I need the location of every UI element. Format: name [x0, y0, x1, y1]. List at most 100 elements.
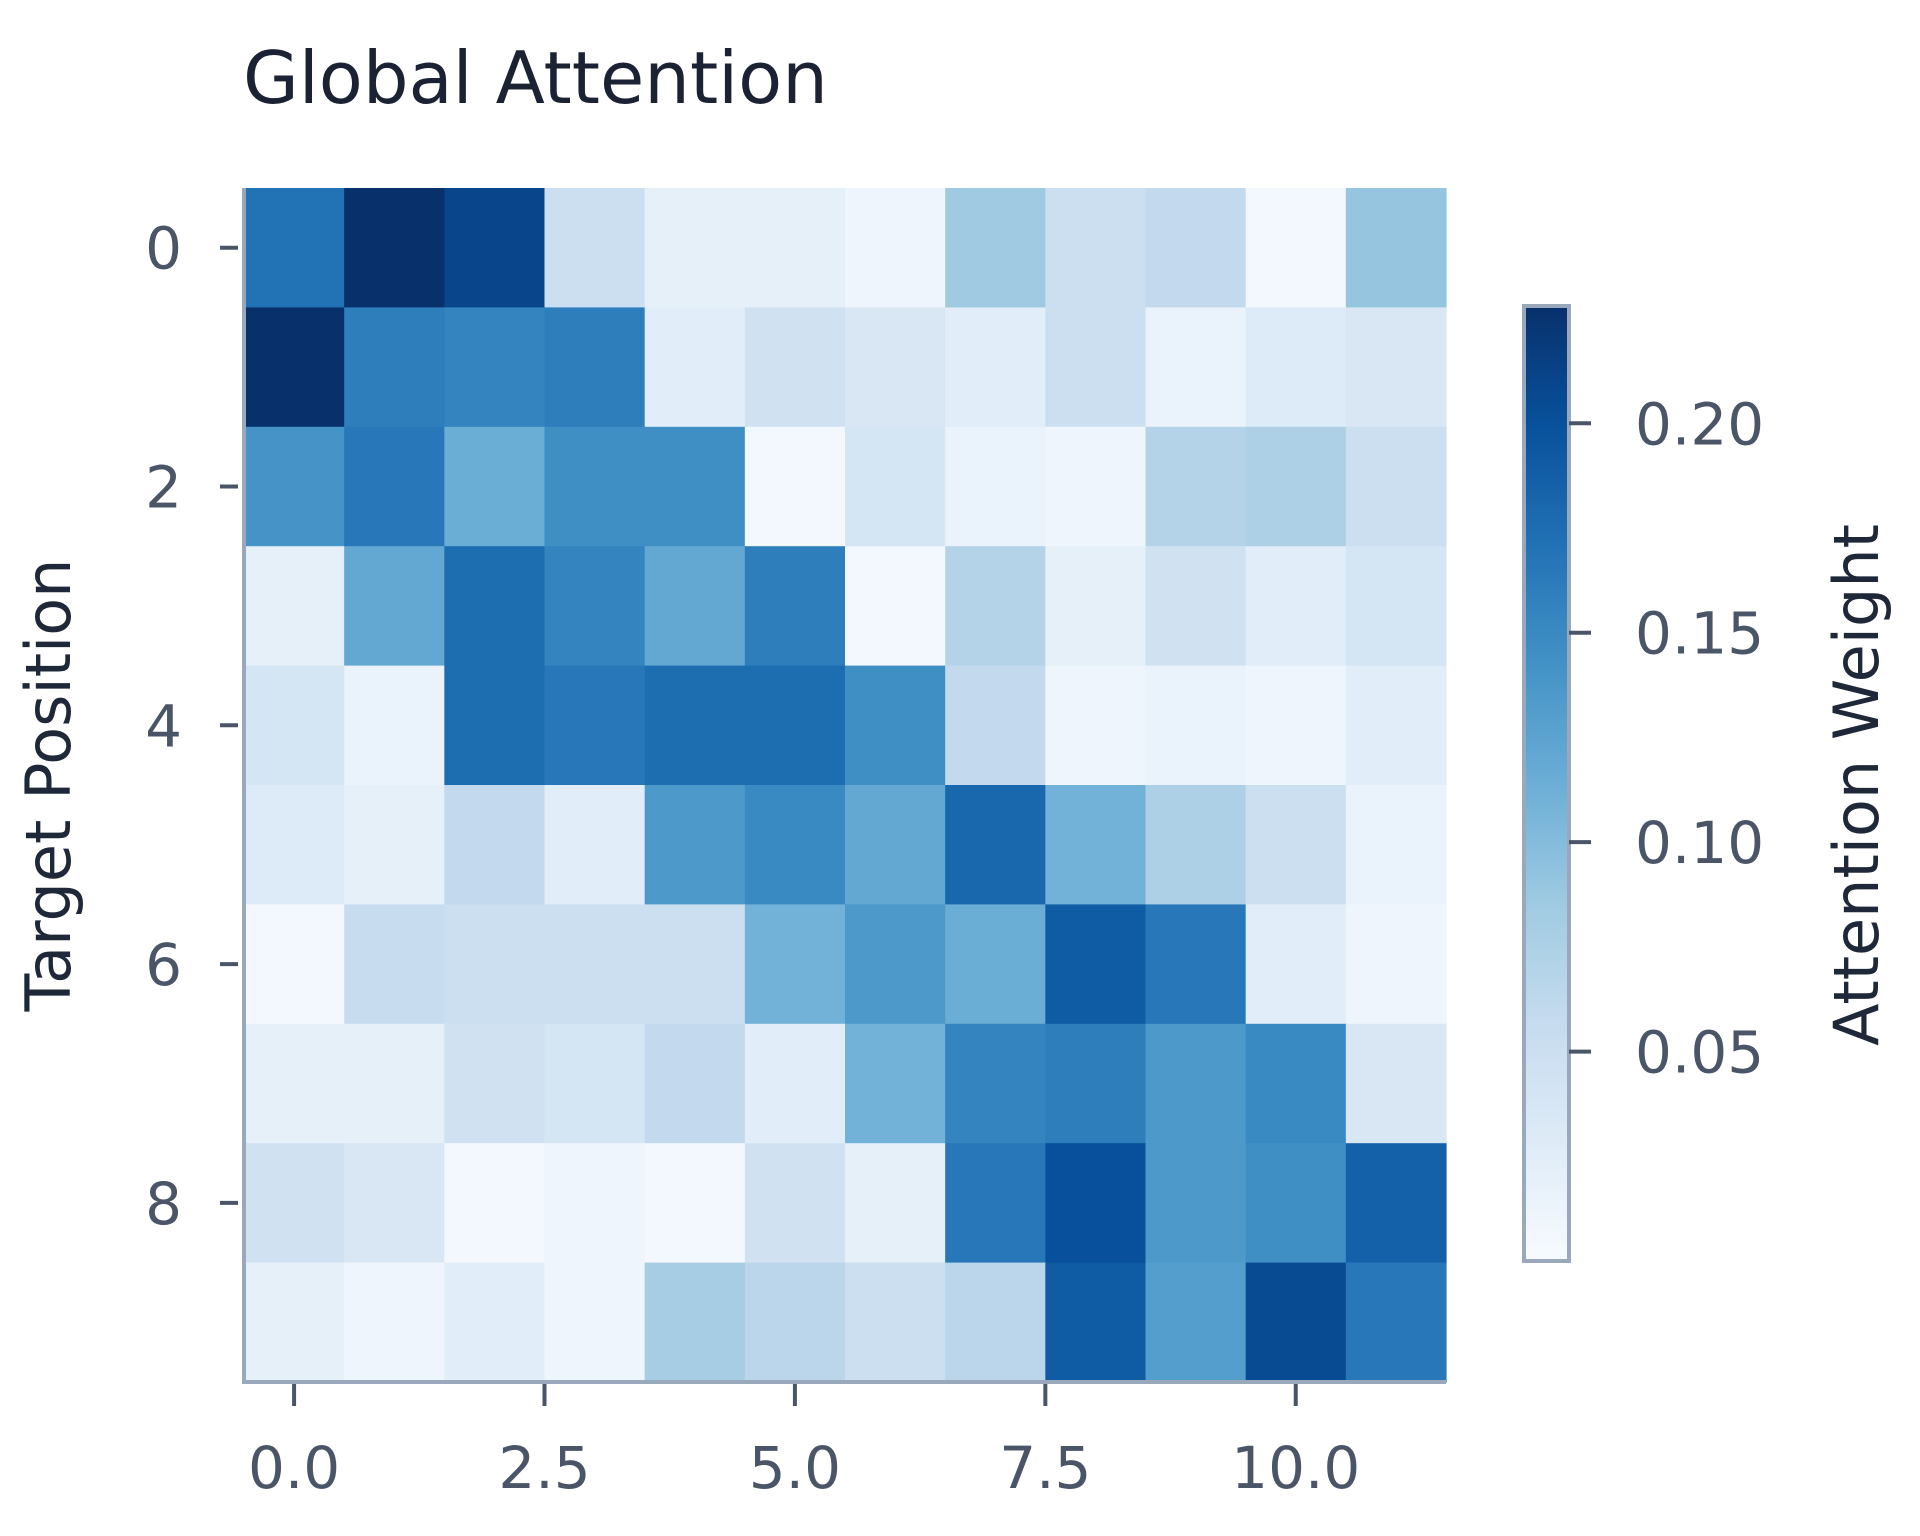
heatmap-cell: [244, 546, 345, 667]
x-axis-ticks: 0.0 2.5 5.0 7.5 10.0: [248, 1384, 1360, 1502]
heatmap-cell: [444, 1262, 546, 1383]
heatmap-cell: [1345, 546, 1447, 667]
heatmap-cell: [1045, 546, 1147, 667]
heatmap-cell: [1145, 665, 1247, 786]
heatmap-cell: [444, 785, 546, 905]
x-tick-label: 10.0: [1231, 1434, 1360, 1502]
heatmap-cell: [1245, 904, 1347, 1025]
heatmap-cell: [1345, 1143, 1447, 1264]
heatmap-cell: [1145, 1023, 1247, 1144]
heatmap-cell: [644, 546, 746, 667]
heatmap-cell: [1045, 1262, 1147, 1383]
heatmap-cell: [945, 785, 1046, 905]
y-tick-label: 0: [145, 215, 182, 283]
heatmap-cell: [1145, 188, 1247, 308]
heatmap-cell: [244, 665, 345, 786]
plot-axes: [242, 188, 1446, 1384]
heatmap-cell: [744, 665, 846, 786]
heatmap-cell: [1245, 1023, 1347, 1144]
heatmap-cell: [444, 426, 546, 547]
heatmap-cell: [1145, 1143, 1247, 1264]
x-tick-label: 7.5: [999, 1434, 1091, 1502]
heatmap-cell: [544, 1023, 646, 1144]
heatmap-cell: [244, 1262, 345, 1383]
heatmap-cell: [845, 546, 946, 667]
heatmap-cell: [544, 546, 646, 667]
heatmap-cell: [1245, 188, 1347, 308]
colorbar: [1524, 306, 1569, 1261]
heatmap-cell: [344, 785, 445, 905]
heatmap-cell: [344, 904, 445, 1025]
heatmap-cell: [444, 546, 546, 667]
heatmap-cell: [945, 904, 1046, 1025]
heatmap-cell: [244, 426, 345, 547]
heatmap-cell: [945, 426, 1046, 547]
heatmap-cell: [744, 1023, 846, 1144]
heatmap-cell: [644, 426, 746, 547]
y-tick-label: 2: [145, 454, 182, 522]
heatmap-cell: [644, 1023, 746, 1144]
heatmap-cell: [1045, 665, 1147, 786]
heatmap-cell: [945, 307, 1046, 428]
x-tick-label: 0.0: [248, 1434, 340, 1502]
colorbar-tick-label: 0.15: [1635, 600, 1764, 668]
heatmap-cell: [744, 1143, 846, 1264]
heatmap-cell: [544, 904, 646, 1025]
heatmap-cell: [644, 785, 746, 905]
heatmap-cell: [444, 307, 546, 428]
heatmap-cell: [344, 1262, 445, 1383]
heatmap-cell: [644, 665, 746, 786]
heatmap-cell: [845, 426, 946, 547]
heatmap-cell: [744, 426, 846, 547]
heatmap-cell: [1145, 1262, 1247, 1383]
heatmap-cell: [1345, 426, 1447, 547]
heatmap-cell: [1345, 1023, 1447, 1144]
heatmap-cell: [845, 1262, 946, 1383]
y-axis-label: Target Position: [12, 559, 85, 1013]
heatmap-cell: [544, 1143, 646, 1264]
heatmap-cell: [344, 307, 445, 428]
heatmap-cell: [1345, 904, 1447, 1025]
colorbar-tick-label: 0.20: [1635, 390, 1764, 458]
heatmap-cell: [845, 785, 946, 905]
heatmap-cell: [444, 904, 546, 1025]
heatmap-cell: [945, 546, 1046, 667]
heatmap-cell: [845, 665, 946, 786]
heatmap-cell: [744, 546, 846, 667]
colorbar-tick-label: 0.05: [1635, 1019, 1764, 1087]
heatmap-cell: [1145, 904, 1247, 1025]
heatmap-cell: [1345, 785, 1447, 905]
heatmap-cell: [845, 904, 946, 1025]
heatmap-cell: [244, 904, 345, 1025]
heatmap-cell: [344, 1143, 445, 1264]
heatmap-cell: [1145, 546, 1247, 667]
heatmap-cell: [244, 785, 345, 905]
heatmap-cell: [344, 426, 445, 547]
heatmap-cell: [1045, 426, 1147, 547]
heatmap-cell: [1345, 665, 1447, 786]
heatmap-cell: [544, 426, 646, 547]
heatmap-cell: [444, 665, 546, 786]
colorbar-frame: [1522, 304, 1571, 1263]
heatmap-cell: [1045, 785, 1147, 905]
heatmap-cell: [644, 1143, 746, 1264]
heatmap-cell: [945, 1143, 1046, 1264]
heatmap-cell: [1045, 904, 1147, 1025]
heatmap-cell: [744, 904, 846, 1025]
heatmap-cell: [1245, 426, 1347, 547]
heatmap-cell: [1045, 307, 1147, 428]
heatmap-cell: [644, 188, 746, 308]
heatmap-cell: [544, 188, 646, 308]
heatmap-cell: [244, 188, 345, 308]
heatmap-cell: [244, 1143, 345, 1264]
heatmap-cell: [444, 188, 546, 308]
heatmap-cell: [744, 1262, 846, 1383]
heatmap-cell: [744, 785, 846, 905]
heatmap-cell: [1245, 665, 1347, 786]
heatmap-cell: [444, 1143, 546, 1264]
heatmap-cell: [544, 307, 646, 428]
heatmap-cell: [544, 785, 646, 905]
heatmap-cell: [1245, 1262, 1347, 1383]
heatmap-cell: [544, 1262, 646, 1383]
